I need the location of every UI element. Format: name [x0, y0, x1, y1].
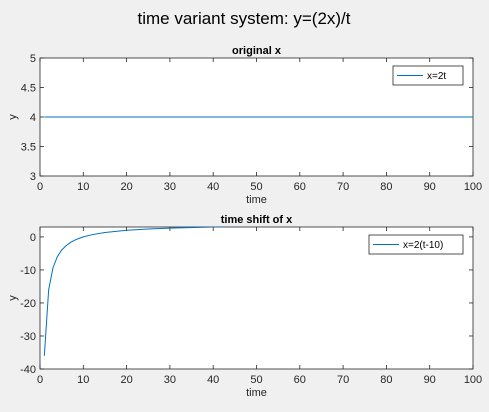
x-tick-label: 80: [380, 374, 392, 386]
x-tick-label: 100: [464, 374, 482, 386]
x-tick-label: 20: [120, 181, 132, 193]
legend-box: [368, 234, 464, 255]
x-tick-label: 10: [77, 181, 89, 193]
y-tick-label: -30: [20, 331, 36, 343]
legend-label: x=2(t-10): [403, 240, 443, 251]
x-tick-label: 50: [250, 374, 262, 386]
x-tick-label: 30: [164, 181, 176, 193]
y-axis-label: y: [7, 114, 19, 120]
y-tick-label: 4.5: [21, 83, 36, 95]
x-tick-label: 20: [120, 374, 132, 386]
y-tick-label: 3.5: [21, 142, 36, 154]
x-tick-label: 10: [77, 374, 89, 386]
y-tick-label: -20: [20, 298, 36, 310]
x-tick-label: 40: [207, 181, 219, 193]
x-axis-label: time: [246, 194, 267, 206]
y-tick-label: 4: [30, 112, 36, 124]
y-tick-label: 0: [30, 232, 36, 244]
y-axis-label: y: [7, 295, 19, 301]
x-tick-label: 50: [250, 181, 262, 193]
legend-label: x=2t: [427, 71, 446, 82]
x-tick-label: 100: [464, 181, 482, 193]
y-tick-label: 5: [30, 53, 36, 65]
x-tick-label: 60: [294, 374, 306, 386]
axes-original-x: original x 0 10 20 30 40 50 60 70 80 90 100 3 3.5 4 4.5…: [7, 45, 482, 206]
x-tick-label: 70: [337, 374, 349, 386]
x-tick-label: 90: [424, 181, 436, 193]
x-tick-label: 80: [380, 181, 392, 193]
axes-title: original x: [232, 45, 282, 57]
figure-title: time variant system: y=(2x)/t: [137, 9, 350, 28]
x-tick-label: 90: [424, 374, 436, 386]
y-tick-label: 3: [30, 171, 36, 183]
x-tick-label: 60: [294, 181, 306, 193]
x-tick-label: 70: [337, 181, 349, 193]
y-tick-label: -10: [20, 265, 36, 277]
legend: x=2(t-10): [368, 234, 464, 255]
axes-time-shift-x: time shift of x 0 10 20 30 40 50 60 70 80 90 100 -40…: [7, 214, 482, 399]
x-tick-label: 30: [164, 374, 176, 386]
legend-box: [392, 65, 464, 86]
legend: x=2t: [392, 65, 464, 86]
x-tick-label: 0: [37, 181, 43, 193]
x-tick-label: 40: [207, 374, 219, 386]
series-line: [43, 227, 247, 356]
x-tick-label: 0: [37, 374, 43, 386]
y-tick-label: -40: [20, 364, 36, 376]
axes-title: time shift of x: [221, 214, 293, 226]
x-axis-label: time: [246, 387, 267, 399]
